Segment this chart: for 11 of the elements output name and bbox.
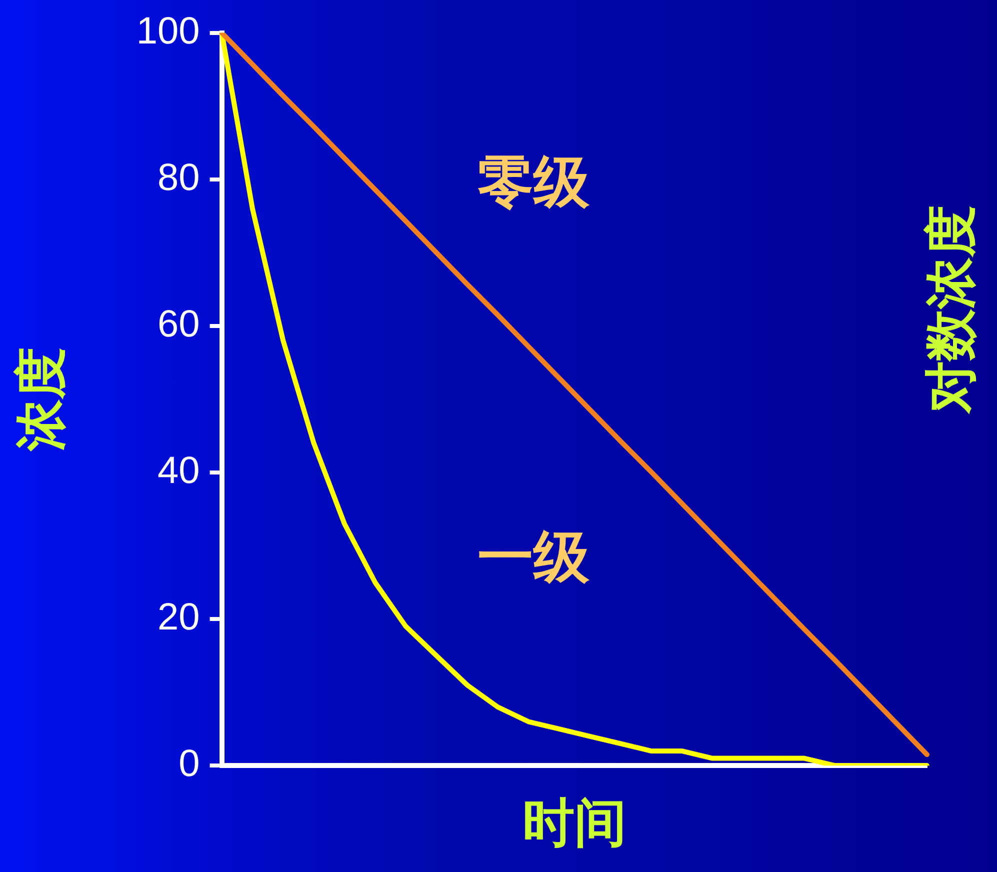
y-tick-label: 40 [158,450,200,492]
y-axis-title: 浓度 [12,347,72,452]
y2-axis-title: 对数浓度 [922,205,982,416]
series-label: 一级 [477,525,590,590]
y-tick-label: 80 [158,156,200,199]
y-tick-label: 60 [158,303,200,346]
y-tick-label: 100 [136,10,200,52]
y-tick-label: 0 [178,743,200,786]
x-axis-title: 时间 [522,793,626,854]
series-label: 零级 [477,150,590,215]
y-tick-label: 20 [158,596,200,639]
